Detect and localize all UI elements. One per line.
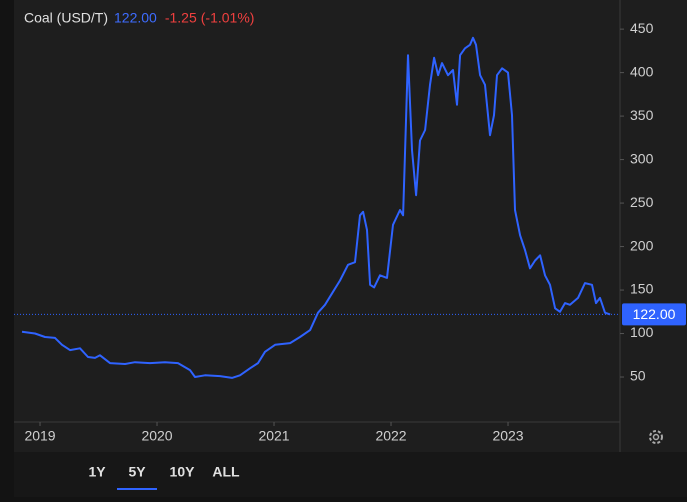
settings-button[interactable] bbox=[649, 430, 663, 444]
y-tick-label: 100 bbox=[630, 324, 654, 340]
y-tick-label: 300 bbox=[630, 150, 654, 166]
y-tick-label: 200 bbox=[630, 237, 654, 253]
price-line bbox=[21, 36, 611, 379]
x-tick-label: 2019 bbox=[24, 428, 55, 444]
toolbar bbox=[14, 452, 687, 497]
change: -1.25 bbox=[165, 10, 197, 26]
x-tick-label: 2021 bbox=[258, 428, 289, 444]
y-tick-label: 450 bbox=[630, 20, 654, 36]
y-tick-label: 400 bbox=[630, 63, 654, 79]
range-button-label[interactable]: ALL bbox=[212, 464, 240, 480]
change-percent: (-1.01%) bbox=[201, 10, 255, 26]
last-value: 122.00 bbox=[114, 10, 157, 26]
y-tick-label: 250 bbox=[630, 194, 654, 210]
range-button[interactable]: 5Y bbox=[117, 464, 157, 490]
y-tick-label: 350 bbox=[630, 107, 654, 123]
range-button-label[interactable]: 5Y bbox=[128, 464, 146, 480]
y-tick-label: 150 bbox=[630, 281, 654, 297]
range-button[interactable]: ALL bbox=[212, 464, 240, 480]
last-price-tag bbox=[622, 303, 686, 326]
chart-title: Coal (USD/T) bbox=[24, 10, 108, 26]
range-button-label[interactable]: 1Y bbox=[88, 464, 106, 480]
x-tick-label: 2020 bbox=[141, 428, 172, 444]
range-button-label[interactable]: 10Y bbox=[170, 464, 196, 480]
x-tick-label: 2023 bbox=[492, 428, 523, 444]
chart-panel bbox=[14, 0, 687, 452]
x-tick-label: 2022 bbox=[375, 428, 406, 444]
y-tick-label: 50 bbox=[630, 368, 646, 384]
range-button[interactable]: 10Y bbox=[170, 464, 196, 480]
range-button[interactable]: 1Y bbox=[88, 464, 106, 480]
last-price-tag-label: 122.00 bbox=[633, 306, 676, 322]
